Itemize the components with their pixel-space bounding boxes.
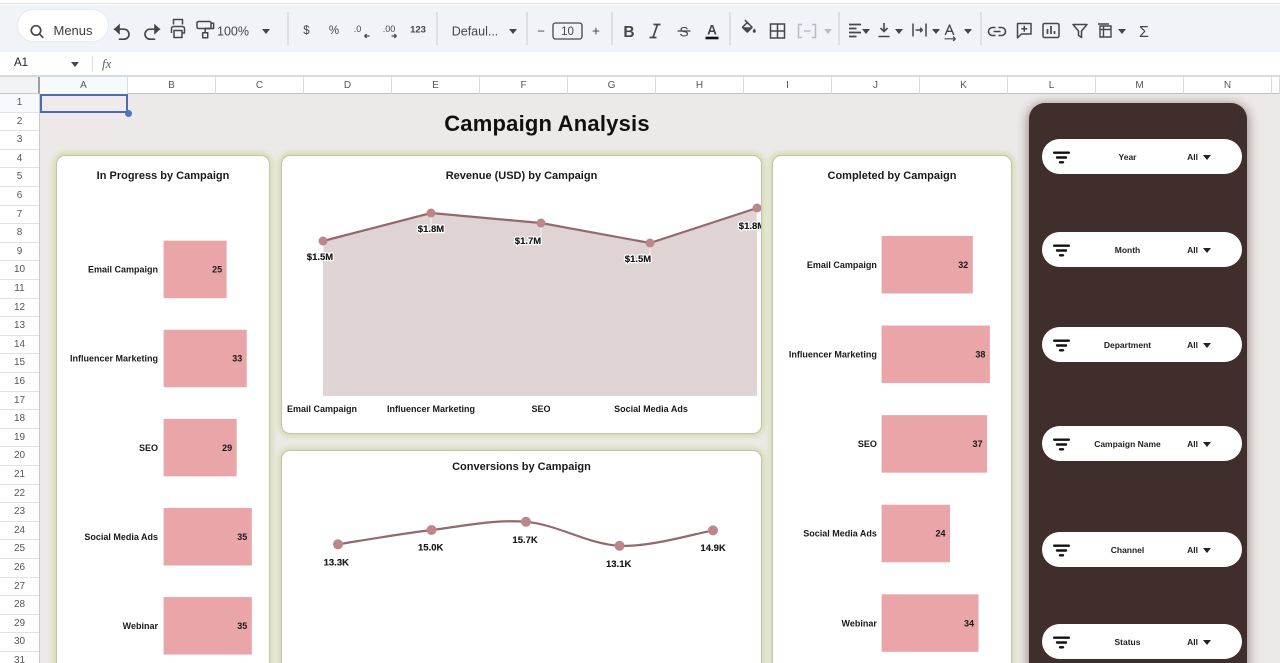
svg-text:15.0K: 15.0K: [418, 543, 443, 554]
svg-text:$1.5M: $1.5M: [625, 254, 651, 265]
svg-text:15.0K: 15.0K: [418, 543, 443, 554]
svg-text:Social Media Ads: Social Media Ads: [803, 529, 877, 539]
svg-text:$1.5M: $1.5M: [307, 252, 333, 263]
svg-text:35: 35: [237, 532, 247, 542]
svg-text:38: 38: [975, 350, 985, 360]
svg-text:24: 24: [935, 529, 945, 539]
svg-text:13.1K: 13.1K: [606, 559, 631, 570]
svg-text:Influencer Marketing: Influencer Marketing: [387, 404, 475, 414]
svg-text:B: B: [623, 24, 634, 41]
svg-text:15.7K: 15.7K: [512, 535, 537, 546]
svg-text:14.9K: 14.9K: [700, 543, 725, 554]
svg-text:29: 29: [222, 443, 232, 453]
svg-text:13.1K: 13.1K: [606, 559, 631, 570]
svg-text:$1.7M: $1.7M: [515, 236, 541, 247]
svg-text:$1.5M: $1.5M: [307, 252, 333, 263]
svg-text:Menus: Menus: [53, 23, 93, 38]
svg-text:.00: .00: [383, 24, 396, 34]
svg-text:32: 32: [958, 260, 968, 270]
svg-text:Webinar: Webinar: [842, 618, 878, 628]
svg-text:%: %: [329, 25, 339, 37]
svg-text:Σ: Σ: [1139, 24, 1149, 41]
svg-text:100%: 100%: [217, 25, 249, 39]
svg-text:34: 34: [964, 618, 974, 628]
svg-text:Email Campaign: Email Campaign: [807, 260, 877, 270]
svg-text:$1.7M: $1.7M: [515, 236, 541, 247]
svg-text:$1.8M: $1.8M: [418, 224, 444, 235]
svg-text:25: 25: [212, 265, 222, 275]
svg-text:A: A: [707, 23, 717, 38]
svg-text:SEO: SEO: [531, 404, 550, 414]
svg-text:13.3K: 13.3K: [324, 558, 349, 569]
svg-text:Webinar: Webinar: [123, 621, 159, 631]
svg-text:$1.5M: $1.5M: [625, 254, 651, 265]
svg-text:SEO: SEO: [139, 443, 158, 453]
svg-text:−: −: [537, 24, 545, 39]
svg-text:35: 35: [237, 621, 247, 631]
svg-text:15.7K: 15.7K: [512, 535, 537, 546]
svg-text:37: 37: [973, 439, 983, 449]
svg-text:+: +: [592, 24, 600, 39]
svg-text:10: 10: [561, 26, 574, 38]
svg-text:Influencer Marketing: Influencer Marketing: [70, 354, 158, 364]
svg-text:$1.8M: $1.8M: [739, 221, 762, 232]
svg-text:SEO: SEO: [858, 439, 877, 449]
svg-text:.0: .0: [354, 24, 362, 34]
svg-text:Email Campaign: Email Campaign: [287, 404, 357, 414]
svg-text:Influencer Marketing: Influencer Marketing: [789, 350, 877, 360]
svg-text:Social Media Ads: Social Media Ads: [84, 532, 158, 542]
svg-text:Social Media Ads: Social Media Ads: [614, 404, 688, 414]
svg-text:$: $: [303, 25, 310, 37]
svg-text:Email Campaign: Email Campaign: [88, 265, 158, 275]
svg-text:Defaul...: Defaul...: [452, 25, 499, 39]
svg-text:$1.8M: $1.8M: [418, 224, 444, 235]
svg-text:$1.8M: $1.8M: [739, 221, 762, 232]
svg-text:123: 123: [410, 25, 426, 36]
svg-text:13.3K: 13.3K: [324, 558, 349, 569]
svg-text:14.9K: 14.9K: [700, 543, 725, 554]
svg-text:33: 33: [232, 354, 242, 364]
